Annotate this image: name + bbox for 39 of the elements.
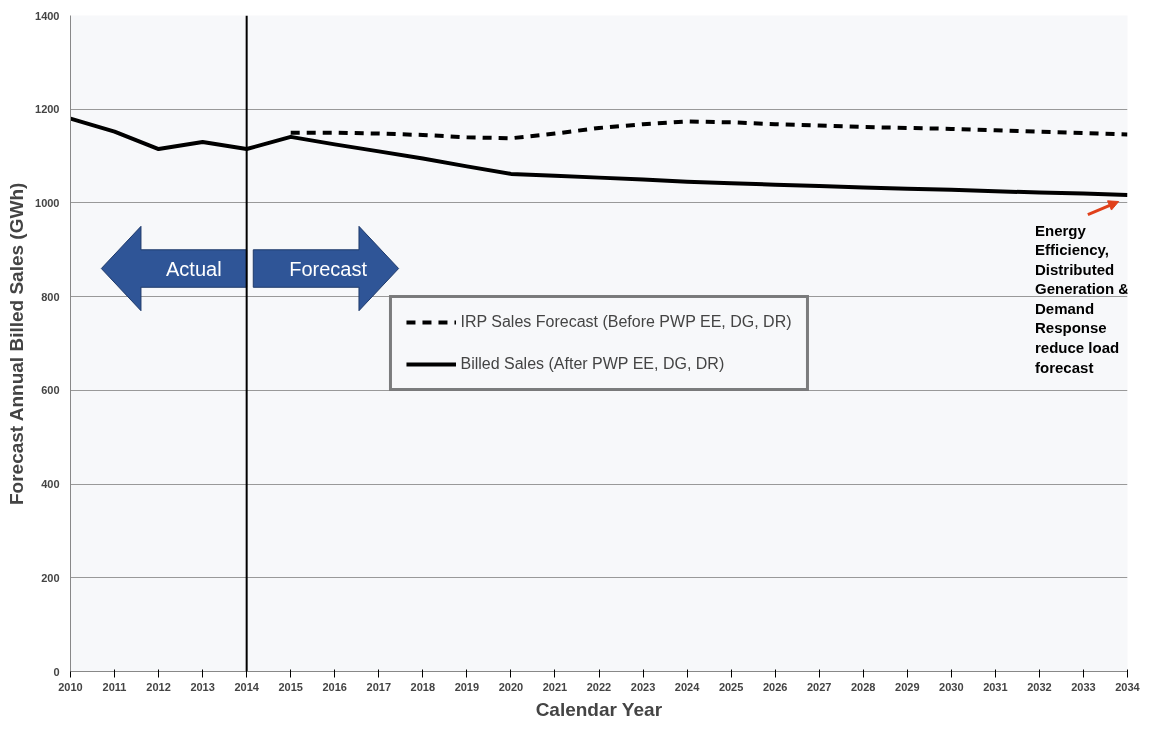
- y-tick-label: 1200: [35, 103, 60, 116]
- y-tick-label: 800: [41, 290, 60, 303]
- x-tick-label: 2015: [278, 680, 303, 693]
- annotation: Forecast: [289, 257, 368, 280]
- x-tick-label: 2016: [322, 680, 347, 693]
- x-tick-label: 2019: [454, 680, 480, 693]
- y-tick-label: 400: [41, 478, 60, 491]
- legend-label: Billed Sales (After PWP EE, DG, DR): [460, 355, 725, 373]
- x-tick-label: 2020: [498, 680, 524, 693]
- y-tick-label: 1400: [35, 9, 60, 22]
- annotation: Actual: [166, 257, 222, 280]
- x-tick-label: 2013: [190, 680, 215, 693]
- x-tick-label: 2024: [674, 680, 701, 693]
- legend-label: IRP Sales Forecast (Before PWP EE, DG, DR): [460, 313, 792, 331]
- x-tick-label: 2034: [1115, 680, 1141, 693]
- x-tick-label: 2023: [630, 680, 656, 693]
- x-tick-label: 2012: [146, 680, 171, 693]
- x-tick-label: 2022: [586, 680, 612, 693]
- x-tick-label: 2029: [895, 680, 920, 693]
- x-tick-label: 2011: [102, 680, 127, 693]
- x-tick-label: 2028: [851, 680, 876, 693]
- x-tick-label: 2033: [1071, 680, 1096, 693]
- x-tick-label: 2014: [234, 680, 260, 693]
- y-tick-label: 600: [41, 384, 60, 397]
- x-tick-label: 2025: [718, 680, 744, 693]
- y-axis-title: Forecast Annual Billed Sales (GWh): [6, 182, 28, 506]
- y-tick-label: 200: [41, 571, 60, 584]
- x-tick-label: 2010: [58, 680, 83, 693]
- x-tick-label: 2027: [806, 680, 832, 693]
- x-tick-label: 2021: [542, 680, 568, 693]
- x-tick-label: 2032: [1027, 680, 1052, 693]
- x-tick-label: 2030: [939, 680, 964, 693]
- x-axis-title: Calendar Year: [535, 698, 663, 720]
- x-tick-label: 2017: [366, 680, 392, 693]
- x-tick-label: 2026: [762, 680, 788, 693]
- x-tick-label: 2018: [410, 680, 436, 693]
- y-tick-label: 0: [53, 665, 60, 678]
- x-tick-label: 2031: [983, 680, 1008, 693]
- y-tick-label: 1000: [35, 196, 60, 209]
